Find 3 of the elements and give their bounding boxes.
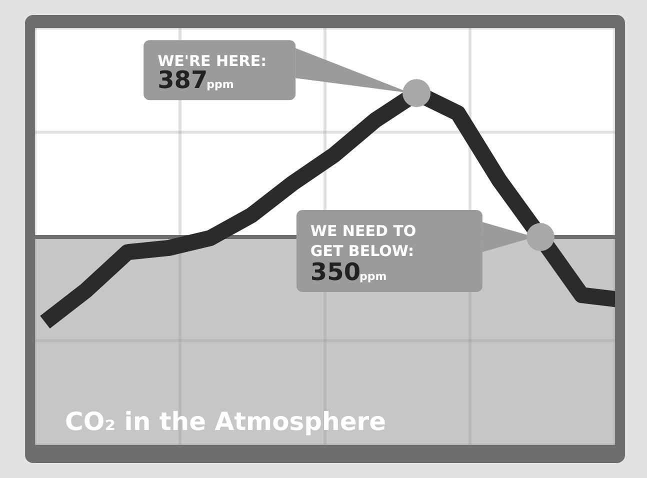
text: CO₂ in the Atmosphere — [65, 407, 386, 436]
annotation: WE NEED TO GET BELOW: 350ppm — [310, 222, 416, 286]
annotation: WE'RE HERE: 387ppm — [158, 52, 267, 94]
